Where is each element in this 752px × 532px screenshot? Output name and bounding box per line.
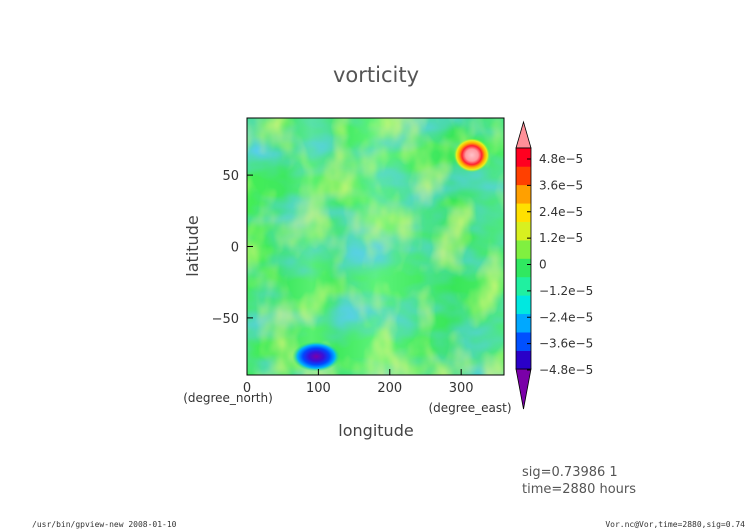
- colorbar-swatch: [516, 295, 531, 315]
- colorbar-swatch: [516, 240, 531, 259]
- x-tick-label: 300: [449, 381, 474, 396]
- colorbar-swatch: [516, 148, 531, 167]
- x-axis: 0 100 200 300: [243, 369, 474, 396]
- time-annotation: time=2880 hours: [522, 482, 636, 497]
- colorbar-tick-label: 3.6e−5: [539, 178, 583, 192]
- x-axis-label: longitude: [338, 421, 413, 440]
- colorbar-swatch: [516, 313, 531, 333]
- colorbar-swatch: [516, 203, 531, 222]
- x-tick-label: 200: [377, 381, 402, 396]
- y-axis-label: latitude: [183, 215, 202, 276]
- y-axis-units: (degree_north): [183, 391, 273, 405]
- y-tick-label: −50: [212, 312, 239, 327]
- y-axis: 50 0 −50: [212, 169, 253, 327]
- sig-annotation: sig=0.73986 1: [522, 465, 618, 480]
- colorbar-min-arrow: [515, 368, 532, 410]
- colorbar-swatch: [516, 276, 531, 296]
- colorbar: 4.8e−5 3.6e−5 2.4e−5 1.2e−5 0 −1.2e−5 −2.4e−5 −…: [515, 120, 593, 410]
- colorbar-tick-label: −2.4e−5: [539, 310, 593, 324]
- colorbar-frame: [515, 147, 532, 370]
- colorbar-max-arrow: [515, 120, 532, 149]
- colorbar-tick-label: 0: [539, 258, 547, 272]
- colorbar-swatch: [516, 350, 531, 370]
- colorbar-swatch: [516, 258, 531, 278]
- colorbar-tick-label: 1.2e−5: [539, 231, 583, 245]
- y-tick-label: 0: [231, 241, 239, 256]
- x-tick-label: 100: [306, 381, 331, 396]
- y-tick-label: 50: [222, 169, 239, 184]
- colorbar-tick-label: 4.8e−5: [539, 152, 583, 166]
- colorbar-tick-label: 2.4e−5: [539, 205, 583, 219]
- colorbar-tick-label: −1.2e−5: [539, 284, 593, 298]
- colorbar-tick-label: −4.8e−5: [539, 363, 593, 377]
- colorbar-swatch: [516, 332, 531, 351]
- x-tick-label: 0: [243, 381, 251, 396]
- colorbar-tick-label: −3.6e−5: [539, 337, 593, 351]
- colorbar-swatch: [516, 221, 531, 241]
- colorbar-swatch: [516, 184, 531, 204]
- vorticity-field: [247, 118, 504, 375]
- anticyclone-blob: [292, 341, 341, 372]
- footer-right: Vor.nc@Vor,time=2880,sig=0.74: [605, 520, 745, 529]
- x-axis-units: (degree_east): [428, 401, 511, 415]
- footer-left: /usr/bin/gpview-new 2008-01-10: [32, 520, 177, 529]
- cyclone-blob: [453, 138, 490, 173]
- chart-title: vorticity: [333, 63, 419, 87]
- colorbar-swatch: [516, 166, 531, 186]
